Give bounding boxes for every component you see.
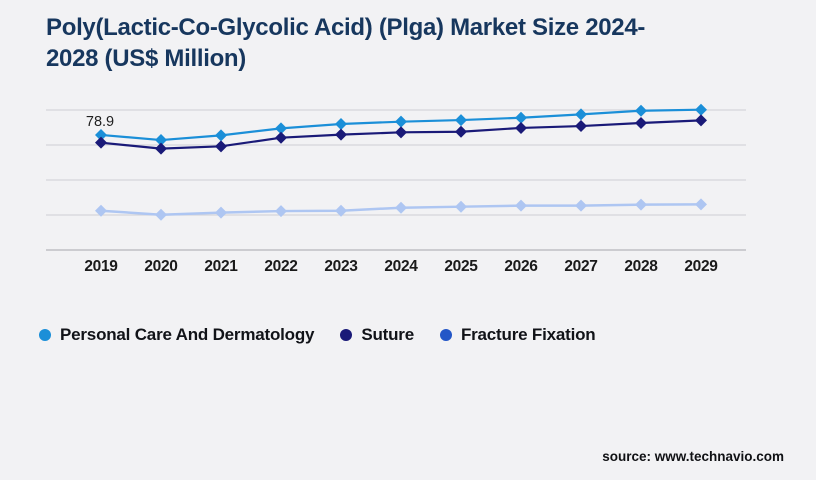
data-point-marker [455, 114, 467, 127]
x-tick-label: 2020 [144, 258, 177, 275]
x-tick-label: 2028 [624, 258, 658, 275]
data-point-marker [695, 114, 707, 127]
data-point-marker [275, 131, 287, 144]
data-point-marker [695, 103, 707, 116]
data-point-marker [575, 199, 587, 212]
legend-dot-icon [39, 329, 51, 341]
source-attribution: source: www.technavio.com [602, 449, 784, 464]
data-point-marker [575, 108, 587, 121]
x-tick-label: 2019 [84, 258, 118, 275]
legend-label: Personal Care And Dermatology [60, 325, 315, 344]
data-point-marker [455, 125, 467, 138]
data-point-marker [275, 122, 287, 135]
data-point-marker [395, 115, 407, 128]
data-point-marker [635, 104, 647, 117]
x-tick-label: 2025 [444, 258, 478, 275]
chart-title: Poly(Lactic-Co-Glycolic Acid) (Plga) Mar… [46, 14, 646, 72]
data-point-marker [95, 136, 107, 149]
data-point-marker [155, 142, 167, 155]
data-point-marker [335, 118, 347, 130]
data-point-marker [215, 140, 227, 153]
data-point-marker [395, 126, 407, 139]
data-point-marker [635, 198, 647, 211]
legend-dot-icon [439, 329, 452, 341]
data-point-marker [215, 206, 227, 219]
legend-label: Fracture Fixation [460, 325, 596, 344]
data-point-marker [95, 204, 107, 217]
data-point-marker [575, 120, 587, 133]
legend-item-fracture-fixation: Fracture Fixation [439, 325, 596, 345]
data-point-label: 78.9 [86, 114, 114, 130]
x-tick-label: 2027 [564, 258, 597, 275]
data-point-marker [155, 134, 167, 147]
x-tick-label: 2023 [324, 258, 358, 275]
data-point-marker [155, 208, 167, 221]
legend-dot-icon [340, 329, 353, 341]
legend: Personal Care And Dermatology Suture Fra… [39, 323, 596, 347]
legend-item-personal-care: Personal Care And Dermatology [39, 325, 315, 345]
data-point-marker [335, 128, 347, 141]
data-point-marker [515, 111, 527, 124]
data-point-marker [335, 204, 347, 217]
data-point-marker [455, 200, 467, 213]
x-tick-label: 2026 [504, 258, 538, 275]
x-tick-label: 2022 [264, 258, 297, 275]
legend-label: Suture [361, 325, 414, 344]
data-point-marker [635, 116, 647, 129]
data-point-marker [395, 201, 407, 214]
data-point-marker [515, 199, 527, 212]
x-tick-label: 2029 [684, 258, 718, 275]
data-point-marker [215, 129, 227, 142]
data-point-marker [95, 128, 107, 141]
data-point-marker [275, 205, 287, 218]
x-tick-label: 2021 [204, 258, 238, 275]
data-point-marker [695, 198, 707, 211]
legend-item-suture: Suture [340, 325, 414, 345]
data-point-marker [515, 121, 527, 134]
x-tick-label: 2024 [384, 258, 418, 275]
